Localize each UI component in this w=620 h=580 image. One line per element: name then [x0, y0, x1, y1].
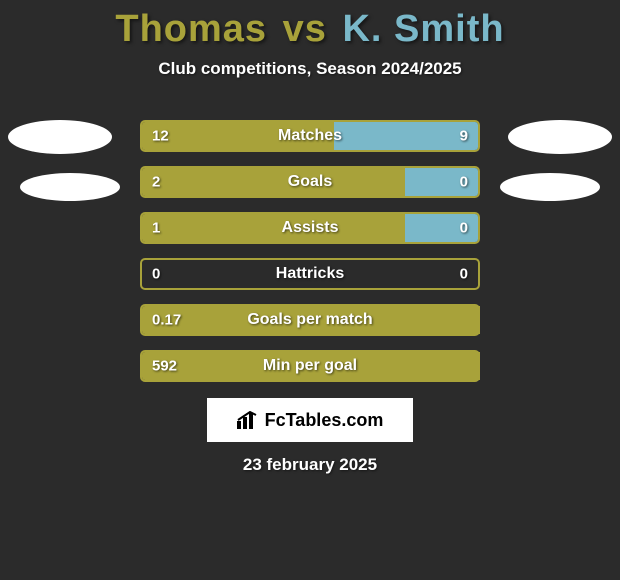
player2-club-icon — [500, 173, 600, 201]
stat-left-value: 0.17 — [152, 312, 181, 329]
stat-row: 0 0 Hattricks — [140, 258, 480, 290]
stat-left-value: 2 — [152, 174, 160, 191]
fill-left — [142, 168, 405, 196]
stat-left-value: 592 — [152, 358, 177, 375]
source-badge: FcTables.com — [207, 398, 413, 442]
player2-name: K. Smith — [342, 8, 504, 50]
stat-rows: 12 9 Matches 2 0 Goals 1 0 Assists 0 0 Hattricks 0.1… — [140, 120, 480, 396]
stat-label: Min per goal — [263, 357, 357, 375]
stat-label: Assists — [282, 219, 339, 237]
stat-row: 592 Min per goal — [140, 350, 480, 382]
stat-right-value: 0 — [460, 266, 468, 283]
player1-avatar-icon — [8, 120, 112, 154]
stat-left-value: 12 — [152, 128, 169, 145]
stat-row: 12 9 Matches — [140, 120, 480, 152]
comparison-title: Thomas vs K. Smith — [0, 0, 620, 51]
player1-name: Thomas — [115, 8, 267, 50]
stat-label: Matches — [278, 127, 342, 145]
fill-left — [142, 214, 405, 242]
stat-label: Goals per match — [247, 311, 372, 329]
stat-row: 1 0 Assists — [140, 212, 480, 244]
player2-avatar-icon — [508, 120, 612, 154]
stat-right-value: 0 — [460, 174, 468, 191]
stat-row: 0.17 Goals per match — [140, 304, 480, 336]
date-label: 23 february 2025 — [0, 455, 620, 475]
chart-icon — [237, 411, 259, 429]
stat-right-value: 0 — [460, 220, 468, 237]
vs-label: vs — [283, 8, 327, 50]
stat-left-value: 1 — [152, 220, 160, 237]
stat-label: Hattricks — [276, 265, 344, 283]
stat-label: Goals — [288, 173, 332, 191]
fill-right — [334, 122, 478, 150]
stat-left-value: 0 — [152, 266, 160, 283]
stat-row: 2 0 Goals — [140, 166, 480, 198]
source-text: FcTables.com — [265, 410, 384, 431]
player1-club-icon — [20, 173, 120, 201]
subtitle: Club competitions, Season 2024/2025 — [0, 59, 620, 79]
stat-right-value: 9 — [460, 128, 468, 145]
